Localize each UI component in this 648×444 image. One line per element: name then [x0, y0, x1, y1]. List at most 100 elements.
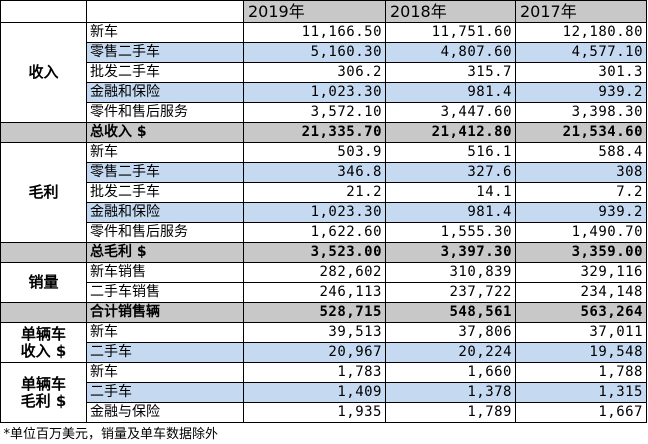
value-cell: 20,967: [244, 343, 386, 363]
value-cell: 981.4: [386, 203, 516, 223]
group-label-line: 单辆车: [21, 325, 66, 343]
value-cell: 1,555.30: [386, 223, 516, 243]
row-name: 金融与保险: [87, 403, 244, 423]
row-name: 新车: [87, 363, 244, 383]
value-cell: 939.2: [516, 83, 647, 103]
total-name: 合计销售辆: [87, 303, 244, 323]
value-cell: 1,490.70: [516, 223, 647, 243]
value-cell: 310,839: [386, 263, 516, 283]
row-name: 新车销售: [87, 263, 244, 283]
value-cell: 1,378: [386, 383, 516, 403]
row-name: 金融和保险: [87, 203, 244, 223]
value-cell: 4,807.60: [386, 43, 516, 63]
group-label: 收入: [1, 23, 87, 123]
value-cell: 282,602: [244, 263, 386, 283]
value-cell: 1,788: [516, 363, 647, 383]
total-name: 总收入 $: [87, 123, 244, 143]
total-name: 总毛利 $: [87, 243, 244, 263]
blank-cell: [87, 1, 244, 23]
total-value: 21,412.80: [386, 123, 516, 143]
group-label-line: 毛利 $: [21, 392, 67, 410]
row-name: 零件和售后服务: [87, 223, 244, 243]
value-cell: 14.1: [386, 183, 516, 203]
value-cell: 11,166.50: [244, 23, 386, 43]
value-cell: 1,789: [386, 403, 516, 423]
total-value: 21,335.70: [244, 123, 386, 143]
value-cell: 329,116: [516, 263, 647, 283]
blank-cell: [1, 303, 87, 323]
value-cell: 306.2: [244, 63, 386, 83]
value-cell: 234,148: [516, 283, 647, 303]
group-label-line: 收入 $: [21, 342, 67, 360]
value-cell: 327.6: [386, 163, 516, 183]
value-cell: 1,935: [244, 403, 386, 423]
footnote: *单位百万美元，销量及单车数据除外: [1, 423, 647, 444]
row-name: 金融和保险: [87, 83, 244, 103]
group-label: 单辆车收入 $: [1, 323, 87, 363]
value-cell: 3,398.30: [516, 103, 647, 123]
row-name: 批发二手车: [87, 63, 244, 83]
value-cell: 3,572.10: [244, 103, 386, 123]
value-cell: 1,622.60: [244, 223, 386, 243]
value-cell: 4,577.10: [516, 43, 647, 63]
row-name: 批发二手车: [87, 183, 244, 203]
total-value: 563,264: [516, 303, 647, 323]
value-cell: 503.9: [244, 143, 386, 163]
value-cell: 516.1: [386, 143, 516, 163]
group-label: 销量: [1, 263, 87, 303]
row-name: 零售二手车: [87, 43, 244, 63]
value-cell: 588.4: [516, 143, 647, 163]
value-cell: 981.4: [386, 83, 516, 103]
value-cell: 939.2: [516, 203, 647, 223]
value-cell: 1,660: [386, 363, 516, 383]
group-label: 单辆车毛利 $: [1, 363, 87, 423]
year-header: 2018年: [386, 1, 516, 23]
blank-cell: [1, 243, 87, 263]
value-cell: 5,160.30: [244, 43, 386, 63]
group-label-line: 收入: [28, 63, 58, 81]
total-value: 3,359.00: [516, 243, 647, 263]
row-name: 二手车: [87, 343, 244, 363]
value-cell: 11,751.60: [386, 23, 516, 43]
row-name: 零件和售后服务: [87, 103, 244, 123]
value-cell: 315.7: [386, 63, 516, 83]
group-label-line: 销量: [28, 273, 58, 291]
row-name: 新车: [87, 23, 244, 43]
row-name: 零售二手车: [87, 163, 244, 183]
value-cell: 37,806: [386, 323, 516, 343]
value-cell: 7.2: [516, 183, 647, 203]
footnote-row: *单位百万美元，销量及单车数据除外: [1, 423, 647, 444]
group-label-line: 毛利: [28, 183, 58, 201]
year-header: 2017年: [516, 1, 647, 23]
value-cell: 1,409: [244, 383, 386, 403]
year-header: 2019年: [244, 1, 386, 23]
total-value: 21,534.60: [516, 123, 647, 143]
value-cell: 1,023.30: [244, 83, 386, 103]
group-label-line: 单辆车: [21, 375, 66, 393]
value-cell: 301.3: [516, 63, 647, 83]
row-name: 二手车: [87, 383, 244, 403]
value-cell: 39,513: [244, 323, 386, 343]
